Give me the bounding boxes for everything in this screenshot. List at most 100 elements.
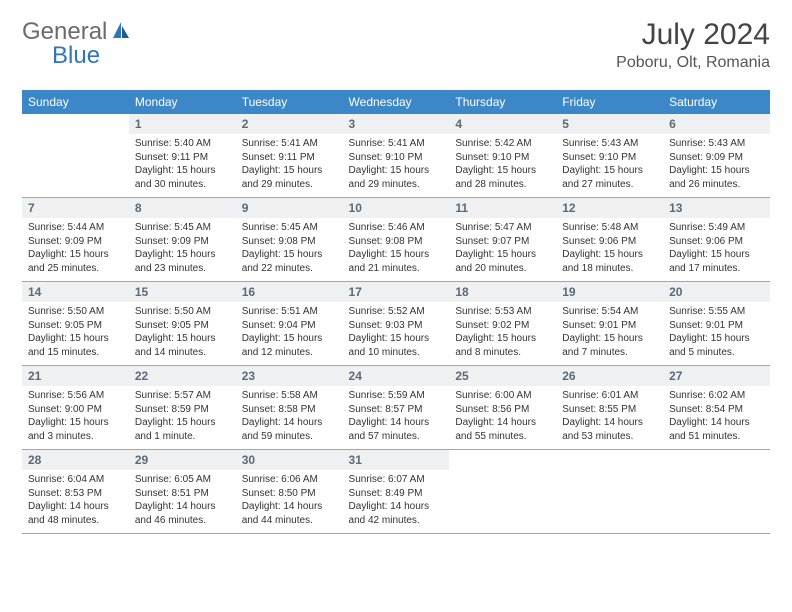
day-content: Sunrise: 5:50 AMSunset: 9:05 PMDaylight:… <box>129 302 236 365</box>
daylight-text: Daylight: 14 hours and 51 minutes. <box>669 416 764 443</box>
sunrise-text: Sunrise: 5:46 AM <box>349 221 444 235</box>
day-content <box>449 456 556 512</box>
sunset-text: Sunset: 8:57 PM <box>349 403 444 417</box>
calendar-day-cell: 17Sunrise: 5:52 AMSunset: 9:03 PMDayligh… <box>343 282 450 366</box>
day-number: 5 <box>556 114 663 134</box>
day-content: Sunrise: 5:40 AMSunset: 9:11 PMDaylight:… <box>129 134 236 197</box>
day-content: Sunrise: 6:04 AMSunset: 8:53 PMDaylight:… <box>22 470 129 533</box>
daylight-text: Daylight: 14 hours and 46 minutes. <box>135 500 230 527</box>
daylight-text: Daylight: 14 hours and 53 minutes. <box>562 416 657 443</box>
day-number: 3 <box>343 114 450 134</box>
sunrise-text: Sunrise: 5:47 AM <box>455 221 550 235</box>
weekday-header: Friday <box>556 90 663 114</box>
daylight-text: Daylight: 15 hours and 14 minutes. <box>135 332 230 359</box>
day-number: 20 <box>663 282 770 302</box>
sunset-text: Sunset: 9:01 PM <box>562 319 657 333</box>
calendar-day-cell: 6Sunrise: 5:43 AMSunset: 9:09 PMDaylight… <box>663 114 770 198</box>
sunset-text: Sunset: 9:06 PM <box>562 235 657 249</box>
sunset-text: Sunset: 9:05 PM <box>135 319 230 333</box>
day-number: 28 <box>22 450 129 470</box>
daylight-text: Daylight: 14 hours and 57 minutes. <box>349 416 444 443</box>
day-number: 1 <box>129 114 236 134</box>
daylight-text: Daylight: 15 hours and 1 minute. <box>135 416 230 443</box>
day-content: Sunrise: 5:41 AMSunset: 9:11 PMDaylight:… <box>236 134 343 197</box>
calendar-table: Sunday Monday Tuesday Wednesday Thursday… <box>22 90 770 534</box>
sunset-text: Sunset: 8:55 PM <box>562 403 657 417</box>
calendar-day-cell: 12Sunrise: 5:48 AMSunset: 9:06 PMDayligh… <box>556 198 663 282</box>
sunset-text: Sunset: 9:09 PM <box>135 235 230 249</box>
sunset-text: Sunset: 9:02 PM <box>455 319 550 333</box>
calendar-day-cell: 15Sunrise: 5:50 AMSunset: 9:05 PMDayligh… <box>129 282 236 366</box>
day-number: 19 <box>556 282 663 302</box>
daylight-text: Daylight: 14 hours and 48 minutes. <box>28 500 123 527</box>
daylight-text: Daylight: 15 hours and 15 minutes. <box>28 332 123 359</box>
day-content <box>22 120 129 176</box>
day-number: 26 <box>556 366 663 386</box>
daylight-text: Daylight: 15 hours and 17 minutes. <box>669 248 764 275</box>
day-number: 22 <box>129 366 236 386</box>
sunrise-text: Sunrise: 6:07 AM <box>349 473 444 487</box>
day-number: 30 <box>236 450 343 470</box>
day-number: 11 <box>449 198 556 218</box>
day-number: 16 <box>236 282 343 302</box>
sunrise-text: Sunrise: 5:53 AM <box>455 305 550 319</box>
sunset-text: Sunset: 9:06 PM <box>669 235 764 249</box>
daylight-text: Daylight: 15 hours and 3 minutes. <box>28 416 123 443</box>
weekday-header: Sunday <box>22 90 129 114</box>
sunset-text: Sunset: 8:58 PM <box>242 403 337 417</box>
calendar-week-row: 21Sunrise: 5:56 AMSunset: 9:00 PMDayligh… <box>22 366 770 450</box>
sunset-text: Sunset: 9:11 PM <box>135 151 230 165</box>
day-content: Sunrise: 6:02 AMSunset: 8:54 PMDaylight:… <box>663 386 770 449</box>
daylight-text: Daylight: 15 hours and 22 minutes. <box>242 248 337 275</box>
day-number: 31 <box>343 450 450 470</box>
sunset-text: Sunset: 9:00 PM <box>28 403 123 417</box>
day-content: Sunrise: 5:51 AMSunset: 9:04 PMDaylight:… <box>236 302 343 365</box>
day-content: Sunrise: 5:56 AMSunset: 9:00 PMDaylight:… <box>22 386 129 449</box>
weekday-header: Saturday <box>663 90 770 114</box>
daylight-text: Daylight: 14 hours and 42 minutes. <box>349 500 444 527</box>
calendar-day-cell <box>556 450 663 534</box>
daylight-text: Daylight: 15 hours and 5 minutes. <box>669 332 764 359</box>
daylight-text: Daylight: 15 hours and 30 minutes. <box>135 164 230 191</box>
sunrise-text: Sunrise: 6:02 AM <box>669 389 764 403</box>
day-number: 25 <box>449 366 556 386</box>
day-content: Sunrise: 6:06 AMSunset: 8:50 PMDaylight:… <box>236 470 343 533</box>
day-number: 18 <box>449 282 556 302</box>
day-number: 14 <box>22 282 129 302</box>
location-text: Poboru, Olt, Romania <box>616 54 770 72</box>
sunset-text: Sunset: 8:49 PM <box>349 487 444 501</box>
day-content: Sunrise: 5:49 AMSunset: 9:06 PMDaylight:… <box>663 218 770 281</box>
sunset-text: Sunset: 9:09 PM <box>669 151 764 165</box>
calendar-day-cell: 18Sunrise: 5:53 AMSunset: 9:02 PMDayligh… <box>449 282 556 366</box>
daylight-text: Daylight: 14 hours and 55 minutes. <box>455 416 550 443</box>
day-content: Sunrise: 5:50 AMSunset: 9:05 PMDaylight:… <box>22 302 129 365</box>
day-content: Sunrise: 5:46 AMSunset: 9:08 PMDaylight:… <box>343 218 450 281</box>
calendar-day-cell: 21Sunrise: 5:56 AMSunset: 9:00 PMDayligh… <box>22 366 129 450</box>
calendar-day-cell: 28Sunrise: 6:04 AMSunset: 8:53 PMDayligh… <box>22 450 129 534</box>
daylight-text: Daylight: 15 hours and 20 minutes. <box>455 248 550 275</box>
sunrise-text: Sunrise: 5:54 AM <box>562 305 657 319</box>
calendar-day-cell: 3Sunrise: 5:41 AMSunset: 9:10 PMDaylight… <box>343 114 450 198</box>
calendar-day-cell: 30Sunrise: 6:06 AMSunset: 8:50 PMDayligh… <box>236 450 343 534</box>
day-content: Sunrise: 5:47 AMSunset: 9:07 PMDaylight:… <box>449 218 556 281</box>
daylight-text: Daylight: 14 hours and 59 minutes. <box>242 416 337 443</box>
day-content: Sunrise: 6:01 AMSunset: 8:55 PMDaylight:… <box>556 386 663 449</box>
daylight-text: Daylight: 14 hours and 44 minutes. <box>242 500 337 527</box>
day-content <box>663 456 770 512</box>
calendar-day-cell <box>449 450 556 534</box>
calendar-day-cell: 24Sunrise: 5:59 AMSunset: 8:57 PMDayligh… <box>343 366 450 450</box>
day-content: Sunrise: 6:00 AMSunset: 8:56 PMDaylight:… <box>449 386 556 449</box>
sunrise-text: Sunrise: 5:48 AM <box>562 221 657 235</box>
calendar-day-cell: 4Sunrise: 5:42 AMSunset: 9:10 PMDaylight… <box>449 114 556 198</box>
sunrise-text: Sunrise: 5:41 AM <box>349 137 444 151</box>
sunset-text: Sunset: 9:10 PM <box>562 151 657 165</box>
daylight-text: Daylight: 15 hours and 29 minutes. <box>242 164 337 191</box>
calendar-day-cell: 5Sunrise: 5:43 AMSunset: 9:10 PMDaylight… <box>556 114 663 198</box>
day-content: Sunrise: 5:59 AMSunset: 8:57 PMDaylight:… <box>343 386 450 449</box>
calendar-day-cell: 26Sunrise: 6:01 AMSunset: 8:55 PMDayligh… <box>556 366 663 450</box>
month-title: July 2024 <box>616 18 770 52</box>
sunset-text: Sunset: 9:11 PM <box>242 151 337 165</box>
day-number: 21 <box>22 366 129 386</box>
sunrise-text: Sunrise: 5:45 AM <box>135 221 230 235</box>
sunset-text: Sunset: 8:56 PM <box>455 403 550 417</box>
